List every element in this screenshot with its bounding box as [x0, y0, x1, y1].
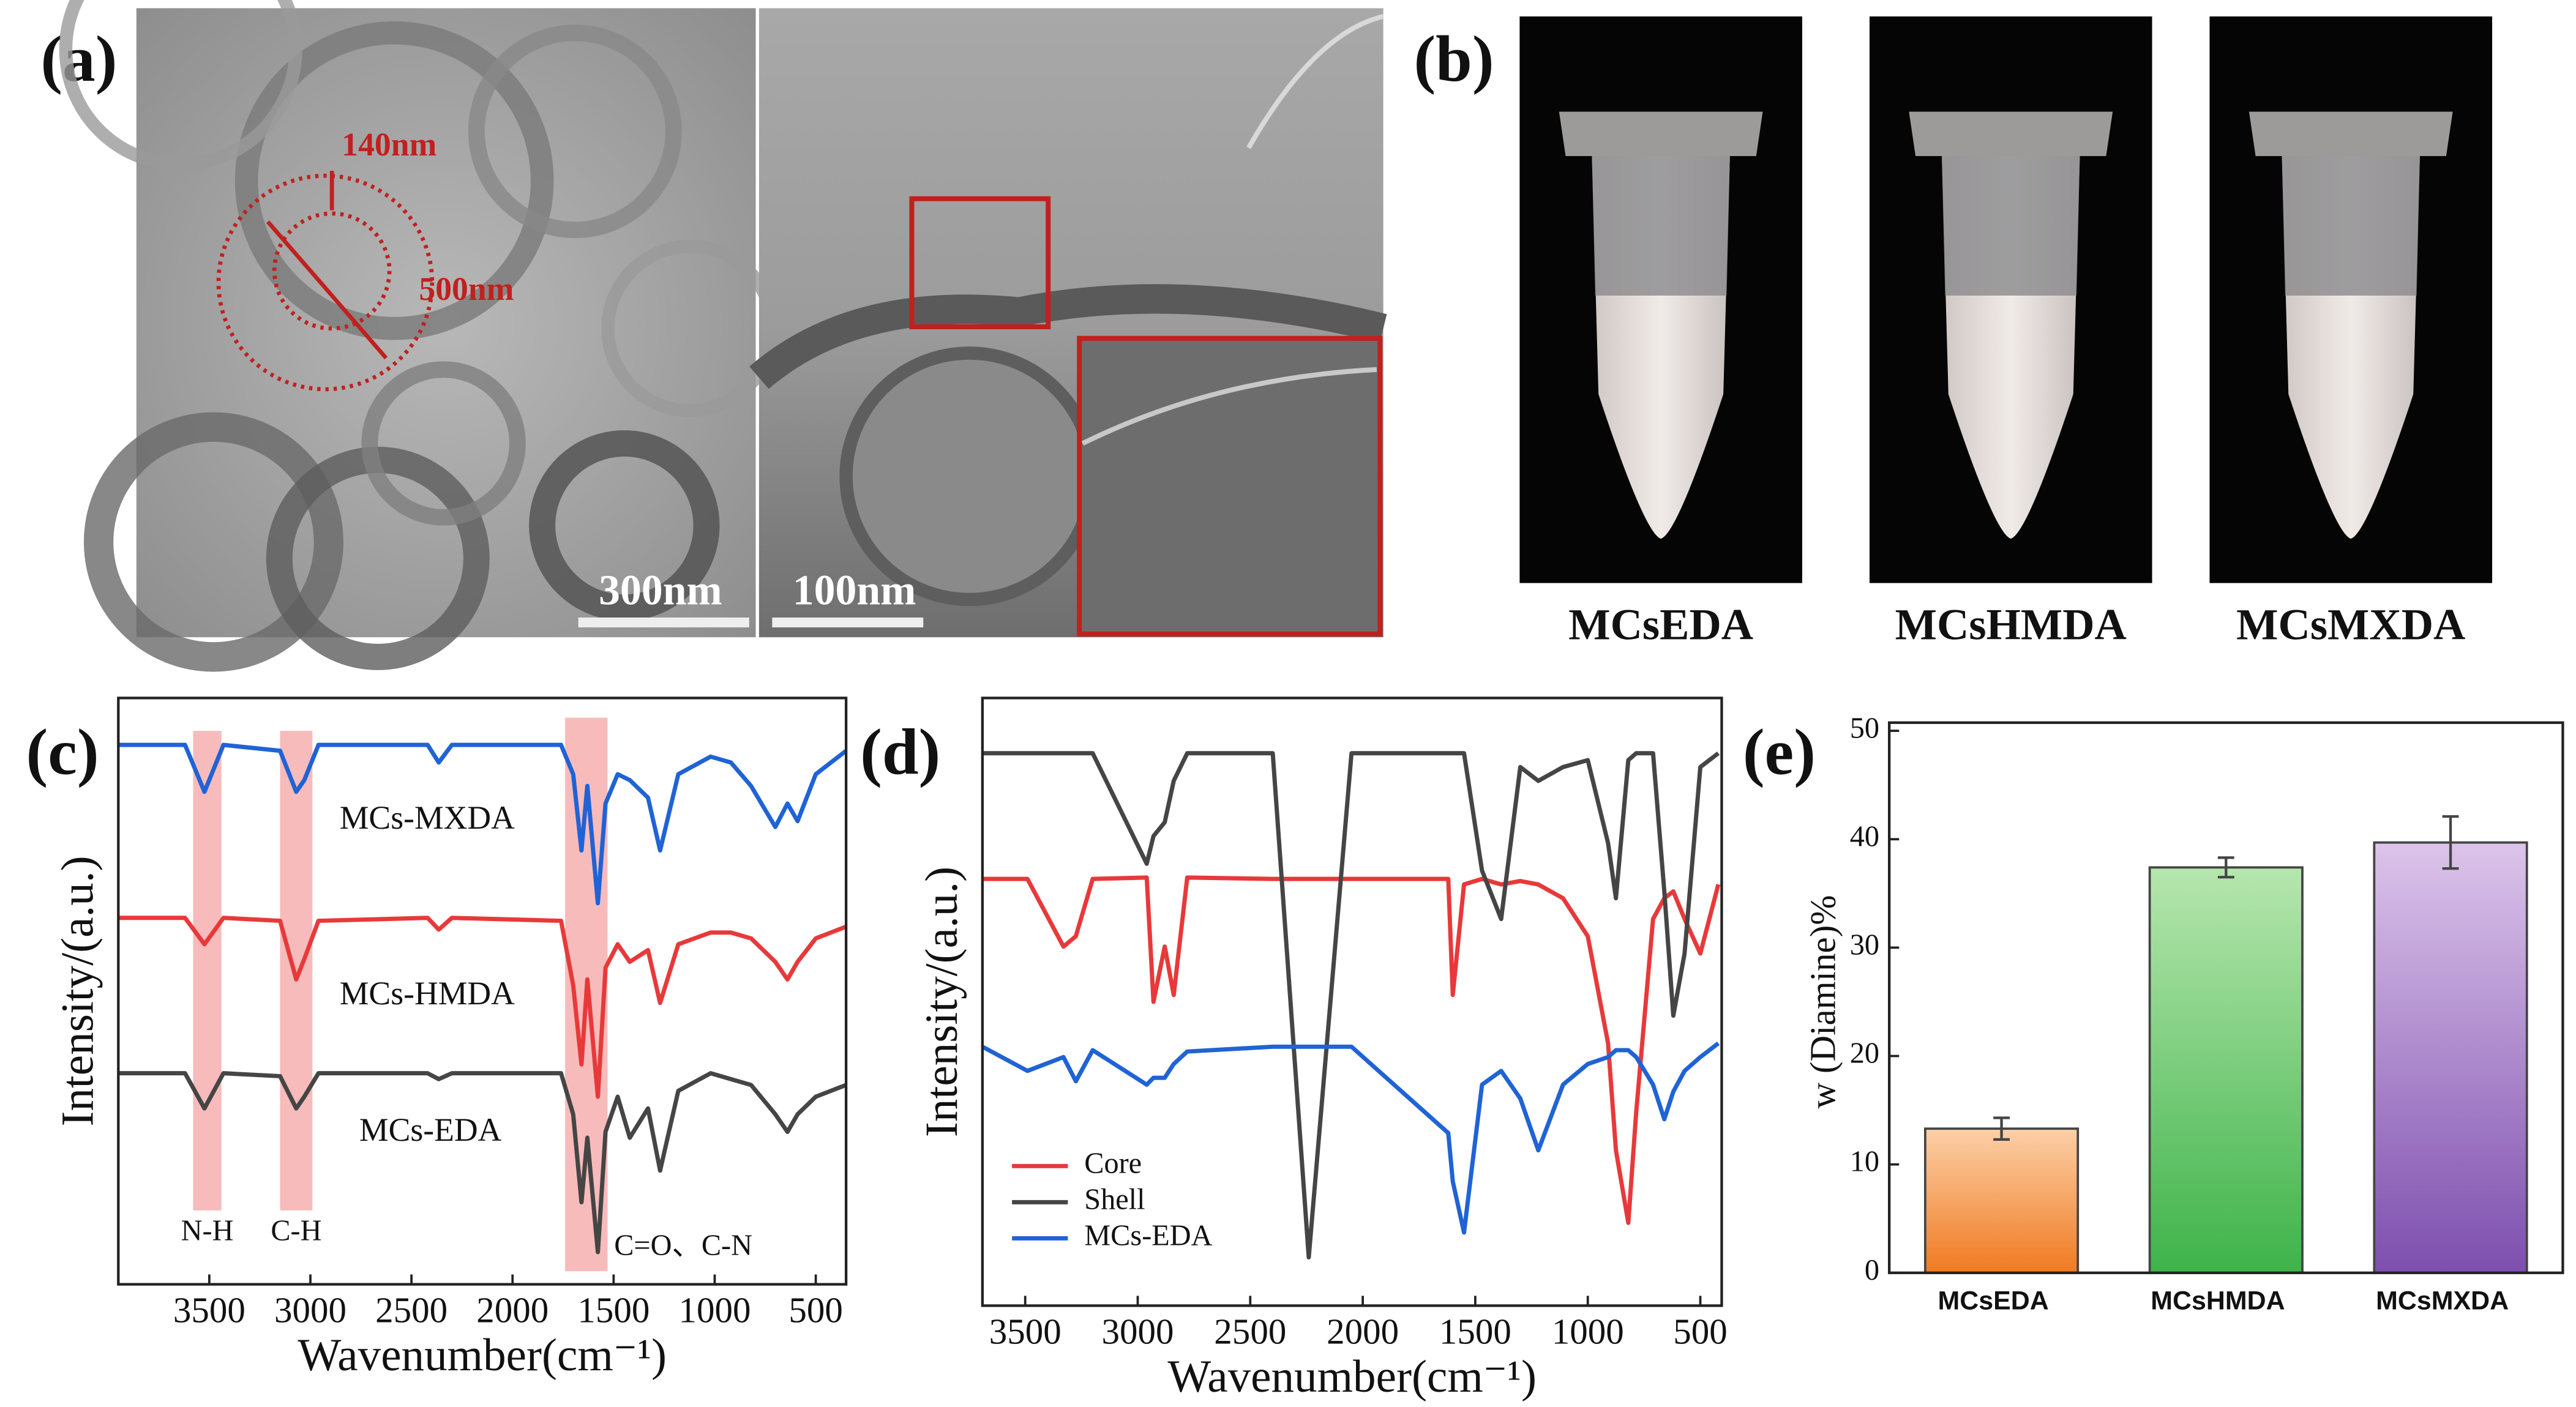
bar: [1923, 1127, 2080, 1274]
error-bar: [2217, 856, 2234, 879]
spectrum: [982, 875, 1721, 1225]
x-axis-title: Wavenumber(cm⁻¹): [298, 1330, 667, 1381]
band-label: N-H: [181, 1214, 234, 1247]
x-tick-label: 3500: [173, 1289, 245, 1330]
error-bar: [1993, 1116, 2010, 1141]
x-tick-label: 3000: [1101, 1311, 1174, 1351]
x-tick-label: 2500: [1214, 1311, 1286, 1351]
x-tick-label: 500: [1673, 1311, 1728, 1351]
particle: [468, 24, 682, 239]
annotation: 500nm: [419, 271, 514, 307]
x-tick-label: 3500: [989, 1311, 1061, 1351]
bar: [2148, 866, 2304, 1274]
band-label: C-H: [271, 1214, 321, 1247]
particle: [361, 361, 526, 526]
error-bar: [2442, 815, 2459, 870]
annotation: 140nm: [342, 126, 436, 163]
panel-label: (e): [1743, 715, 1816, 788]
x-tick-label: 1000: [1552, 1311, 1624, 1351]
sample-label: MCsMXDA: [2236, 599, 2465, 649]
tube-cap: [1909, 111, 2113, 156]
panel-label: (a): [40, 23, 117, 95]
spectrum: [981, 1041, 1720, 1235]
scale-bar: [772, 618, 924, 628]
y-axis-title: Intensity/(a.u.): [916, 867, 967, 1137]
y-tick-label: 50: [1850, 712, 1879, 744]
x-tick-label: 500: [788, 1289, 843, 1330]
legend-label: MCs-EDA: [1084, 1219, 1212, 1252]
sample-label: MCsHMDA: [1895, 599, 2127, 649]
band-label: C=O、C-N: [614, 1230, 752, 1262]
series-label: MCs-EDA: [359, 1111, 502, 1148]
legend-label: Core: [1084, 1147, 1142, 1179]
y-tick-label: 20: [1850, 1037, 1879, 1070]
plot-frame: [117, 696, 848, 1286]
particle: [234, 21, 554, 340]
x-tick-label: 1000: [678, 1289, 751, 1330]
plot-frame: [981, 696, 1723, 1307]
particle: [529, 430, 720, 621]
spectrum: [982, 751, 1720, 1260]
tube-top: [2282, 155, 2420, 296]
scale-label: 300nm: [599, 567, 722, 614]
x-tick-label: 1500: [577, 1289, 650, 1330]
tube-top: [1942, 155, 2080, 296]
x-tick-label: 1500: [1439, 1311, 1511, 1351]
inner-diameter-ring: [272, 211, 392, 331]
bar: [2373, 841, 2528, 1274]
outer-diameter-ring: [216, 173, 435, 392]
tube-top: [1592, 155, 1730, 296]
y-tick-label: 30: [1850, 928, 1879, 961]
y-tick-label: 0: [1865, 1254, 1879, 1286]
scale-label: 100nm: [793, 567, 916, 614]
particle-edge: [1246, 13, 1384, 149]
spectrum: [118, 916, 847, 1099]
y-tick-label: 40: [1850, 820, 1879, 853]
spectrum: [118, 742, 848, 906]
x-tick-label: 3000: [274, 1289, 346, 1330]
plot-frame: [1888, 721, 2564, 1274]
sample-label: MCsEDA: [1568, 599, 1753, 649]
inset-edge: [1081, 367, 1377, 446]
tube-cap: [2248, 111, 2453, 156]
x-tick-label: MCsEDA: [1938, 1286, 2049, 1315]
panel-label: (c): [26, 715, 99, 788]
particle: [839, 346, 1099, 606]
panel-label: (b): [1413, 23, 1494, 95]
scale-bar: [578, 618, 749, 628]
x-tick-label: 2500: [375, 1289, 447, 1330]
legend-label: Shell: [1084, 1183, 1145, 1215]
particle-shell: [749, 284, 1387, 389]
x-tick-label: 2000: [476, 1289, 549, 1330]
particle: [59, 0, 302, 171]
spectrum: [118, 1071, 847, 1255]
x-tick-label: MCsMXDA: [2376, 1286, 2509, 1315]
y-axis-title: w (Diamine)%: [1803, 895, 1843, 1108]
band: [280, 731, 313, 1211]
inset: [1077, 335, 1383, 636]
series-label: MCs-MXDA: [340, 799, 515, 836]
band: [193, 731, 222, 1211]
diameter-arrow: [266, 220, 388, 360]
panel-label: (d): [860, 715, 940, 788]
y-axis-title: Intensity/(a.u.): [53, 856, 103, 1126]
particle: [83, 412, 343, 672]
zoom-box: [909, 196, 1051, 330]
y-tick-label: 10: [1850, 1146, 1879, 1178]
x-tick-label: MCsHMDA: [2151, 1286, 2285, 1315]
tube-cap: [1559, 111, 1763, 156]
x-tick-label: 2000: [1327, 1311, 1399, 1351]
series-label: MCs-HMDA: [340, 975, 515, 1012]
x-axis-title: Wavenumber(cm⁻¹): [1167, 1351, 1537, 1402]
